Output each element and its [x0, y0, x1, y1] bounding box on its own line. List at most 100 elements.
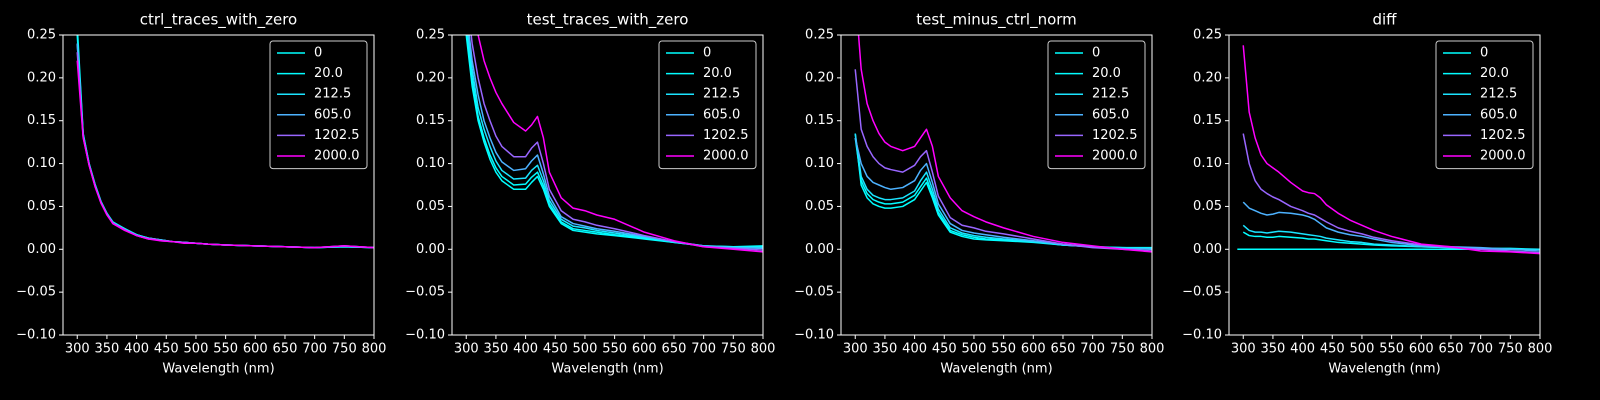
legend-label: 2000.0 — [1480, 149, 1526, 164]
plot-area — [465, 35, 763, 253]
subplot-title: diff — [1372, 11, 1397, 29]
x-tick-label: 300 — [65, 342, 90, 357]
subplot: test_traces_with_zero Wavelength (nm) 300 3… — [405, 11, 776, 377]
x-tick-label: 750 — [1498, 342, 1523, 357]
x-tick-label: 600 — [632, 342, 657, 357]
x-tick-label: 750 — [332, 342, 357, 357]
y-tick-label: 0.20 — [416, 70, 445, 85]
y-tick-label: −0.10 — [794, 328, 834, 343]
x-tick-label: 700 — [1468, 342, 1493, 357]
data-line — [1242, 45, 1540, 255]
x-tick-label: 450 — [1320, 342, 1345, 357]
y-tick-label: 0.15 — [1193, 113, 1222, 128]
data-line — [76, 60, 374, 249]
legend-label: 1202.5 — [314, 128, 360, 143]
y-tick-label: 0.10 — [416, 156, 445, 171]
legend: 0 20.0 212.5 605.0 1202.5 2000.0 — [1435, 40, 1534, 170]
y-tick-label: 0.05 — [1193, 199, 1222, 214]
y-tick-label: 0.05 — [416, 199, 445, 214]
x-tick-label: 450 — [543, 342, 568, 357]
x-tick-label: 800 — [1528, 342, 1553, 357]
legend-label: 20.0 — [314, 66, 343, 81]
x-tick-label: 650 — [1051, 342, 1076, 357]
x-tick-label: 500 — [962, 342, 987, 357]
x-tick-label: 550 — [602, 342, 627, 357]
y-tick-label: −0.05 — [405, 285, 445, 300]
x-tick-label: 600 — [1021, 342, 1046, 357]
subplot-title: test_traces_with_zero — [527, 11, 689, 30]
y-tick-label: 0.05 — [27, 199, 56, 214]
x-tick-label: 500 — [1350, 342, 1375, 357]
y-tick-label: 0.20 — [1193, 70, 1222, 85]
legend-label: 212.5 — [314, 87, 351, 102]
legend-label: 20.0 — [1480, 66, 1509, 81]
x-tick-label: 350 — [1261, 342, 1286, 357]
plot-area — [854, 35, 1152, 253]
data-line — [1242, 133, 1540, 254]
y-tick-label: 0.00 — [1193, 242, 1222, 257]
legend-label: 212.5 — [703, 87, 740, 102]
x-tick-label: 600 — [243, 342, 268, 357]
subplot-title: ctrl_traces_with_zero — [140, 11, 297, 30]
data-line — [470, 35, 763, 251]
legend: 0 20.0 212.5 605.0 1202.5 2000.0 — [269, 40, 368, 170]
axes-frame — [451, 34, 764, 336]
legend: 0 20.0 212.5 605.0 1202.5 2000.0 — [1047, 40, 1146, 170]
legend-label: 1202.5 — [1480, 128, 1526, 143]
x-tick-label: 350 — [873, 342, 898, 357]
legend-label: 0 — [1092, 46, 1100, 61]
legend-label: 2000.0 — [1092, 149, 1138, 164]
legend-label: 2000.0 — [314, 149, 360, 164]
x-axis-label: Wavelength (nm) — [162, 362, 274, 377]
x-tick-label: 800 — [751, 342, 776, 357]
x-tick-label: 400 — [1290, 342, 1315, 357]
y-tick-label: 0.05 — [805, 199, 834, 214]
x-tick-label: 700 — [302, 342, 327, 357]
y-tick-label: 0.00 — [416, 242, 445, 257]
y-tick-label: 0.10 — [805, 156, 834, 171]
data-line — [854, 133, 1152, 250]
axes-frame — [1228, 34, 1541, 336]
x-tick-label: 650 — [662, 342, 687, 357]
y-tick-label: 0.15 — [416, 113, 445, 128]
legend-label: 0 — [314, 46, 322, 61]
y-tick-label: −0.10 — [405, 328, 445, 343]
legend-label: 1202.5 — [1092, 128, 1138, 143]
x-tick-label: 550 — [1379, 342, 1404, 357]
legend-label: 2000.0 — [703, 149, 749, 164]
y-tick-label: 0.00 — [805, 242, 834, 257]
subplot: test_minus_ctrl_norm Wavelength (nm) 300 35… — [794, 11, 1164, 377]
subplot: diff Wavelength (nm) 300 350 400 450 500 550 600… — [1182, 11, 1552, 377]
y-tick-label: −0.05 — [794, 285, 834, 300]
x-tick-label: 350 — [95, 342, 120, 357]
legend-label: 605.0 — [314, 107, 351, 122]
axes-frame — [62, 34, 375, 336]
x-tick-label: 450 — [154, 342, 179, 357]
y-tick-label: −0.10 — [16, 328, 56, 343]
legend-label: 20.0 — [1092, 66, 1121, 81]
x-axis-label: Wavelength (nm) — [551, 362, 663, 377]
y-tick-label: 0.00 — [27, 242, 56, 257]
y-tick-label: −0.10 — [1182, 328, 1222, 343]
x-tick-label: 350 — [484, 342, 509, 357]
x-tick-label: 700 — [691, 342, 716, 357]
y-tick-label: 0.20 — [27, 70, 56, 85]
x-tick-label: 400 — [124, 342, 149, 357]
x-tick-label: 500 — [184, 342, 209, 357]
subplot: ctrl_traces_with_zero Wavelength (nm) 300 3… — [16, 11, 386, 377]
data-line — [477, 35, 763, 253]
legend-label: 1202.5 — [703, 128, 749, 143]
x-tick-label: 700 — [1080, 342, 1105, 357]
x-tick-label: 400 — [902, 342, 927, 357]
legend-label: 605.0 — [1092, 107, 1129, 122]
y-tick-label: 0.15 — [27, 113, 56, 128]
legend-label: 212.5 — [1480, 87, 1517, 102]
axes-frame — [840, 34, 1153, 336]
legend-label: 0 — [1480, 46, 1488, 61]
data-line — [854, 137, 1152, 251]
y-tick-label: 0.25 — [1193, 28, 1222, 43]
y-tick-label: 0.25 — [27, 28, 56, 43]
